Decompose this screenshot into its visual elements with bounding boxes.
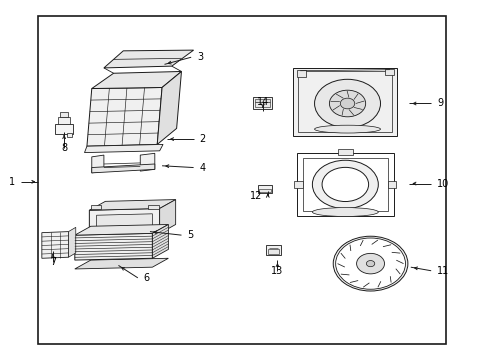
Polygon shape	[152, 225, 168, 258]
Text: 6: 6	[143, 273, 149, 283]
Text: 7: 7	[50, 257, 56, 267]
Text: 10: 10	[436, 179, 448, 189]
Text: 5: 5	[187, 230, 193, 240]
Bar	[60, 112, 68, 117]
Text: 11: 11	[436, 266, 448, 276]
Circle shape	[329, 90, 365, 117]
Polygon shape	[84, 144, 163, 153]
Polygon shape	[89, 199, 175, 210]
Circle shape	[356, 253, 384, 274]
Bar	[39, 16, 445, 344]
Bar	[55, 124, 73, 134]
Text: 13: 13	[271, 266, 283, 276]
Bar	[337, 149, 352, 155]
Bar	[386, 181, 395, 188]
Bar	[297, 72, 391, 132]
Text: 3: 3	[197, 52, 203, 62]
Polygon shape	[89, 208, 159, 235]
Text: 1: 1	[9, 177, 15, 187]
Polygon shape	[75, 258, 168, 269]
Bar	[292, 68, 396, 135]
Text: 12: 12	[249, 191, 262, 201]
Polygon shape	[157, 72, 181, 144]
Bar	[259, 189, 270, 192]
Bar	[66, 133, 72, 137]
Bar	[58, 117, 70, 124]
Polygon shape	[75, 233, 152, 260]
Circle shape	[312, 160, 378, 209]
Polygon shape	[87, 87, 162, 146]
Polygon shape	[92, 72, 181, 89]
Bar	[302, 158, 387, 211]
Polygon shape	[159, 199, 175, 233]
Bar	[294, 181, 303, 188]
Polygon shape	[140, 153, 155, 171]
Polygon shape	[97, 214, 152, 231]
Text: 14: 14	[256, 97, 268, 107]
Bar	[255, 103, 269, 107]
Bar	[267, 249, 279, 254]
Bar	[266, 245, 280, 255]
Circle shape	[332, 236, 407, 291]
Bar	[255, 99, 269, 103]
Bar	[91, 205, 102, 209]
Ellipse shape	[312, 208, 378, 216]
Polygon shape	[68, 227, 76, 257]
Circle shape	[335, 238, 405, 289]
Bar	[91, 234, 102, 238]
Circle shape	[314, 79, 380, 128]
Text: 4: 4	[199, 163, 205, 172]
Polygon shape	[75, 225, 168, 235]
Polygon shape	[103, 50, 193, 68]
Polygon shape	[92, 164, 155, 173]
Bar	[148, 234, 159, 238]
Text: 9: 9	[436, 99, 442, 108]
Text: 2: 2	[199, 134, 205, 144]
Bar	[296, 71, 305, 77]
Bar	[257, 185, 272, 193]
Bar	[385, 69, 393, 75]
Text: 8: 8	[61, 143, 67, 153]
Circle shape	[322, 167, 368, 202]
Circle shape	[366, 261, 374, 267]
Polygon shape	[92, 155, 103, 173]
Bar	[296, 153, 393, 216]
Circle shape	[340, 98, 354, 109]
Bar	[253, 98, 271, 109]
Ellipse shape	[314, 125, 380, 133]
Polygon shape	[42, 231, 68, 258]
Bar	[148, 205, 159, 209]
